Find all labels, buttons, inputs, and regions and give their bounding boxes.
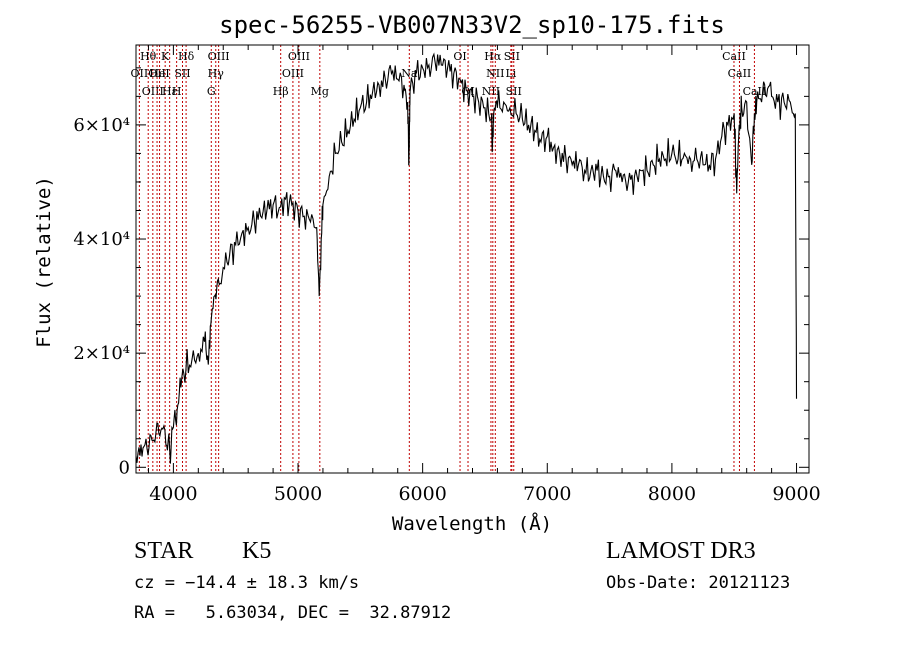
line-marker-label: K bbox=[161, 50, 170, 63]
y-axis-label: Flux (relative) bbox=[33, 176, 55, 348]
line-marker-label: Mg bbox=[311, 85, 329, 98]
chart-title: spec-56255-VB007N33V2_sp10-175.fits bbox=[219, 11, 725, 39]
line-marker-label: G bbox=[207, 85, 216, 98]
line-marker-label: CaII bbox=[743, 85, 767, 98]
y-tick-label: 6×10⁴ bbox=[73, 115, 130, 136]
line-marker-label: OIII bbox=[282, 67, 304, 80]
survey-name: LAMOST DR3 bbox=[606, 538, 756, 564]
observation-date: Obs-Date: 20121123 bbox=[606, 573, 791, 593]
line-marker-label: CaII bbox=[728, 67, 752, 80]
line-marker-label: SII bbox=[504, 50, 520, 63]
plot-frame bbox=[135, 44, 810, 474]
line-marker-label: OIII bbox=[288, 50, 310, 63]
line-marker-label: SII bbox=[506, 85, 522, 98]
spectrum-line bbox=[135, 52, 798, 464]
line-marker-label: NII bbox=[482, 85, 500, 98]
y-tick-label: 2×10⁴ bbox=[73, 343, 130, 364]
line-marker-label: OIII bbox=[142, 85, 164, 98]
x-tick-label: 8000 bbox=[648, 483, 696, 505]
line-marker-label: Li bbox=[505, 67, 516, 80]
object-subclass: K5 bbox=[242, 538, 272, 564]
line-marker-label: OII bbox=[148, 67, 166, 80]
line-marker-label: CaII bbox=[722, 50, 746, 63]
y-tick-label: 0 bbox=[119, 457, 130, 478]
line-marker-label: HeI bbox=[149, 67, 169, 80]
x-tick-label: 5000 bbox=[274, 483, 322, 505]
x-axis-label: Wavelength (Å) bbox=[392, 512, 552, 535]
line-marker-label: Hβ bbox=[273, 85, 289, 98]
line-marker-label: Hδ bbox=[178, 50, 195, 63]
line-marker-label: Na bbox=[401, 67, 418, 80]
x-axis: 4000 5000 6000 7000 8000 9000 bbox=[147, 45, 821, 505]
redshift-velocity: cz = −14.4 ± 18.3 km/s bbox=[134, 573, 360, 593]
line-marker-label: OIII bbox=[208, 50, 230, 63]
coordinates: RA = 5.63034, DEC = 32.87912 bbox=[134, 603, 452, 623]
x-tick-label: 6000 bbox=[398, 483, 446, 505]
line-marker-label: Hθ bbox=[140, 50, 157, 63]
line-marker-label: OII bbox=[131, 67, 149, 80]
y-tick-label: 4×10⁴ bbox=[73, 229, 130, 250]
x-tick-label: 7000 bbox=[523, 483, 571, 505]
y-axis: 0 2×10⁴ 4×10⁴ 6×10⁴ bbox=[73, 67, 809, 478]
spectrum-series bbox=[135, 52, 798, 464]
line-marker-label: SII bbox=[174, 67, 190, 80]
line-marker-label: OI bbox=[453, 50, 466, 63]
x-tick-label: 9000 bbox=[772, 483, 820, 505]
object-class: STAR bbox=[134, 538, 194, 564]
line-marker-label: Hε bbox=[162, 85, 178, 98]
line-marker-label: NII bbox=[486, 67, 504, 80]
line-marker-label: Hγ bbox=[208, 67, 225, 80]
x-tick-label: 4000 bbox=[149, 483, 197, 505]
line-marker-label: H bbox=[172, 85, 182, 98]
line-marker-label: Hα bbox=[484, 50, 502, 63]
